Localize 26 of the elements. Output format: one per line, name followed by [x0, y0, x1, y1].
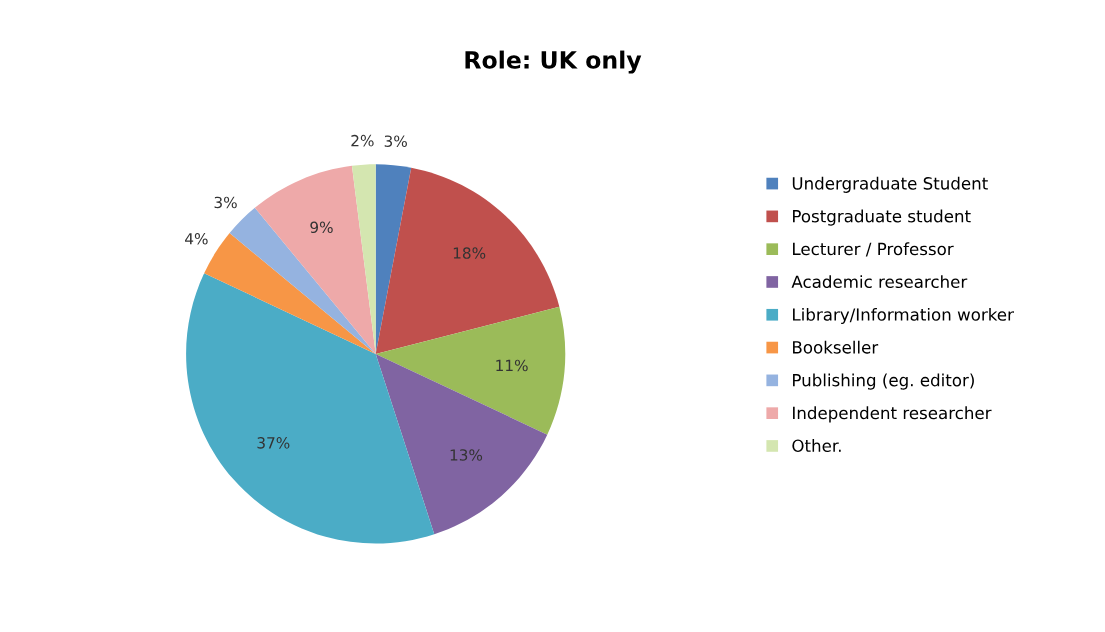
data-label: 11% [496, 359, 528, 372]
data-label: 3% [214, 196, 237, 209]
data-label: 13% [450, 449, 483, 461]
pie-slice [254, 165, 376, 354]
data-label: 37% [257, 437, 290, 449]
pie-slice [229, 207, 376, 354]
legend-label: Independent researcher [793, 406, 992, 423]
legend-label: Academic researcher [791, 275, 968, 289]
legend-label: Publishing (eg. editor) [793, 373, 974, 390]
data-label: 4% [185, 233, 208, 245]
pie-slice [375, 167, 560, 354]
data-label: 2% [351, 134, 374, 147]
data-label: 18% [453, 247, 486, 259]
data-label: 3% [384, 135, 407, 147]
pie-slice [375, 353, 548, 535]
legend-label: Bookseller [793, 340, 879, 354]
data-label: 9% [310, 221, 333, 234]
chart-title: Role: UK only [465, 50, 642, 74]
legend-label: Library/Information worker [793, 307, 1014, 325]
pie-slice [375, 306, 566, 435]
legend-label: Postgraduate student [793, 209, 971, 226]
legend-label: Other. [792, 439, 841, 453]
legend-label: Undergraduate Student [792, 176, 988, 193]
legend-label: Lecturer / Professor [793, 242, 954, 257]
pie-slice [186, 273, 435, 544]
pie-slice [351, 164, 376, 354]
